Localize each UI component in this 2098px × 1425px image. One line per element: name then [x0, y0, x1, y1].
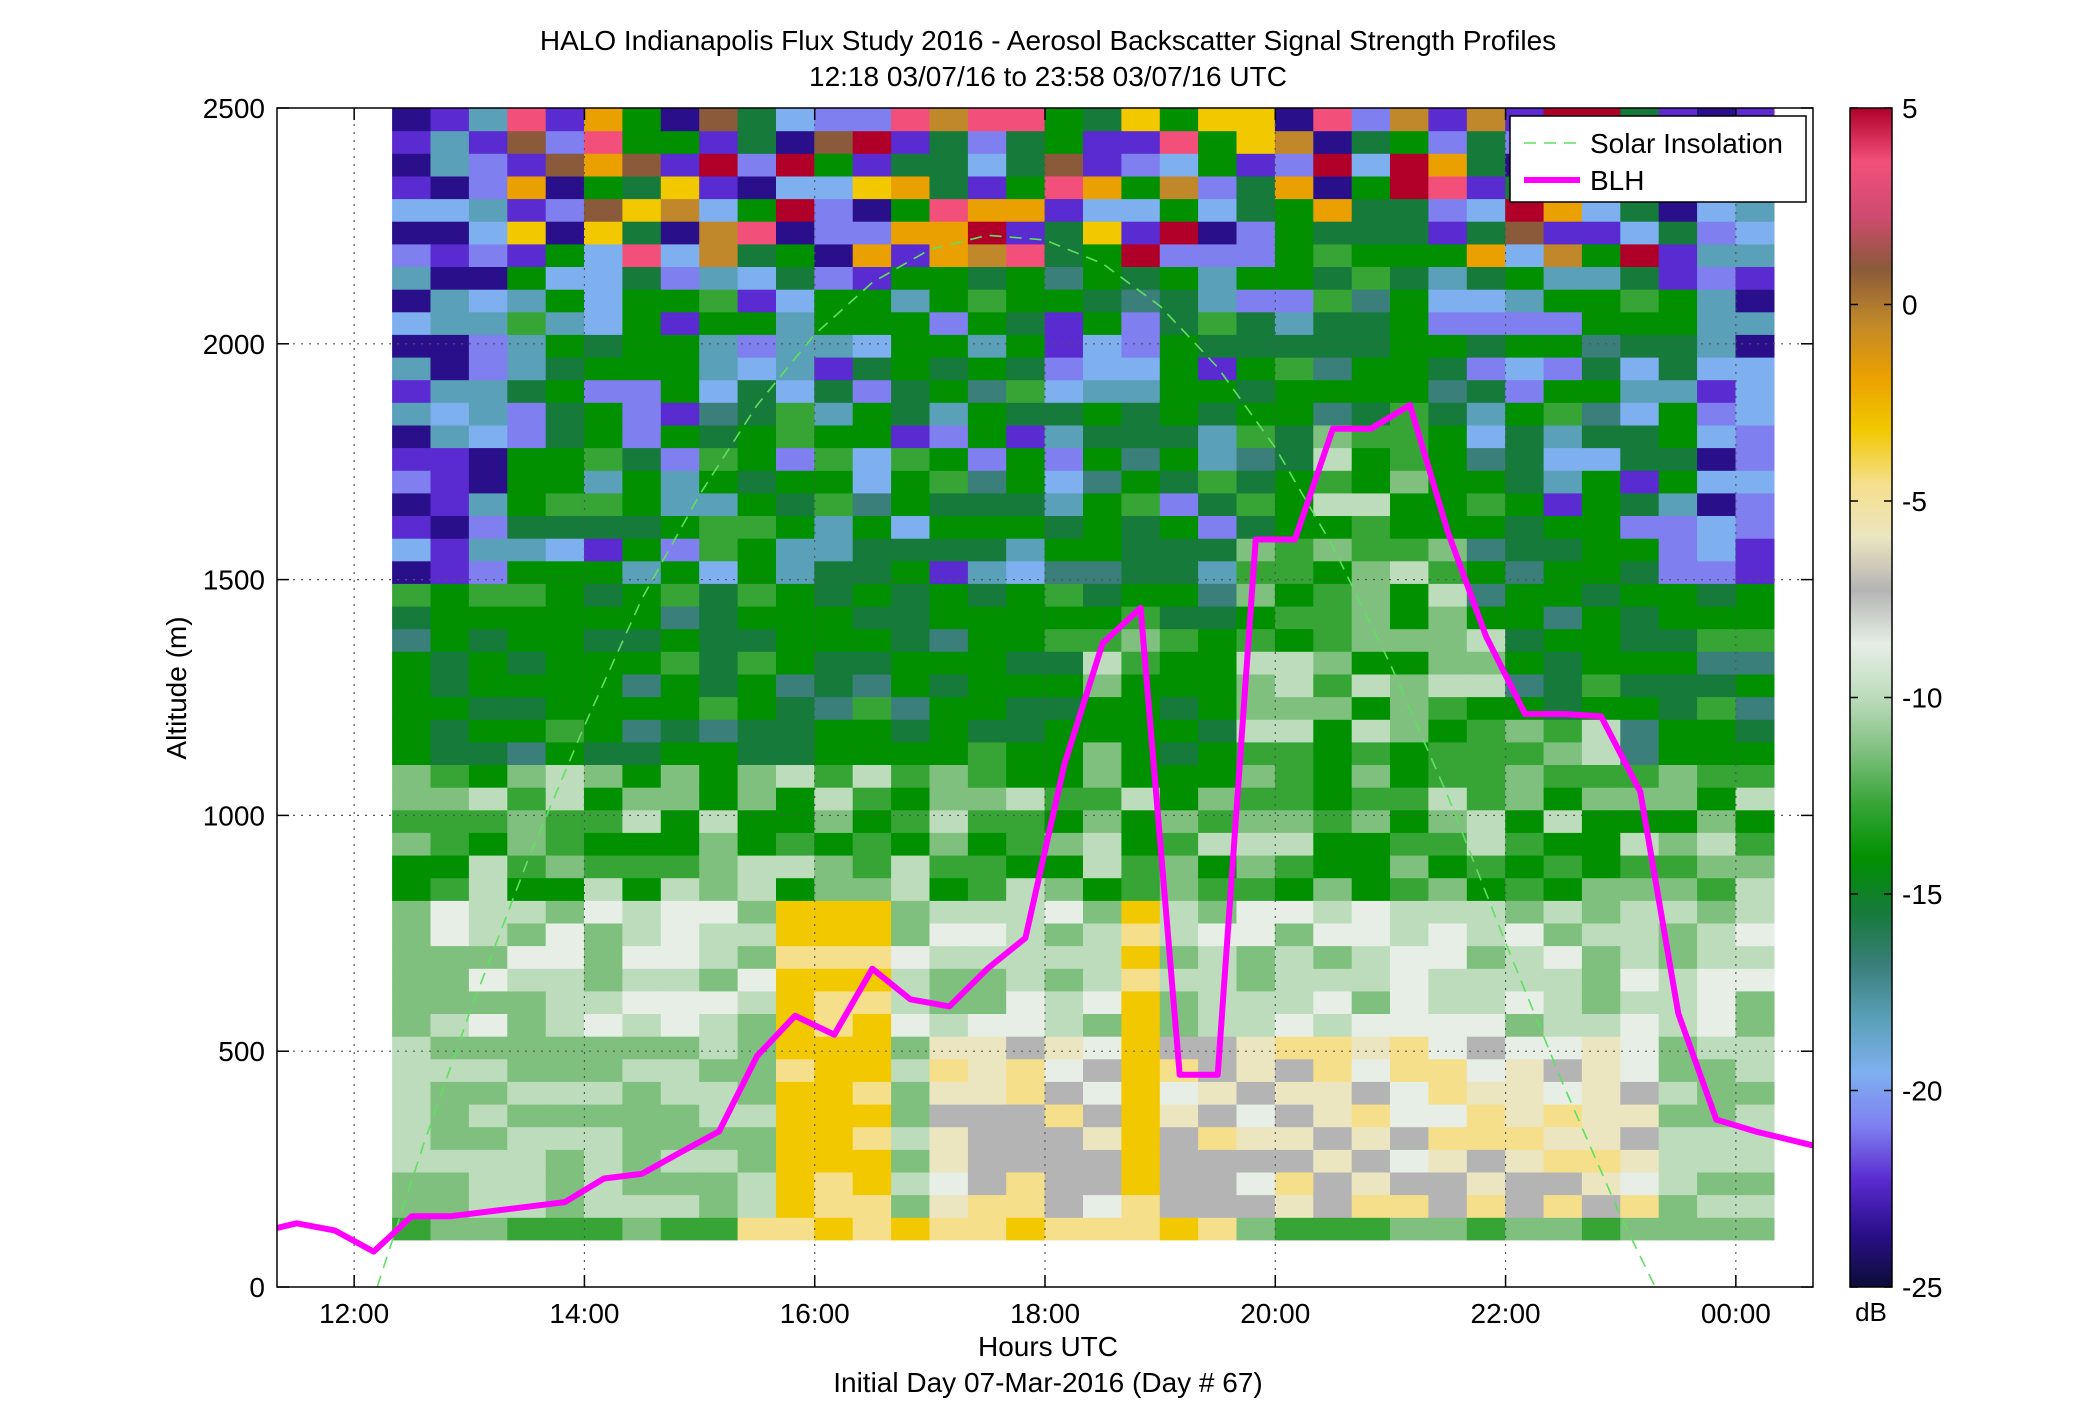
colorbar-tick-label: -15	[1902, 879, 1942, 910]
colorbar-tick-label: 5	[1902, 93, 1918, 124]
y-tick-label: 1500	[203, 565, 265, 596]
x-tick-label: 00:00	[1701, 1298, 1771, 1329]
colorbar-unit-label: dB	[1855, 1297, 1887, 1327]
y-tick-label: 2500	[203, 93, 265, 124]
legend-box	[1509, 115, 1807, 203]
x-tick-label: 12:00	[319, 1298, 389, 1329]
x-axis-sublabel: Initial Day 07-Mar-2016 (Day # 67)	[833, 1367, 1263, 1398]
colorbar-tick-label: -25	[1902, 1272, 1942, 1303]
y-tick-label: 0	[249, 1272, 265, 1303]
colorbar-tick-label: 0	[1902, 290, 1918, 321]
x-tick-label: 16:00	[780, 1298, 850, 1329]
y-tick-label: 1000	[203, 800, 265, 831]
y-axis-label: Altitude (m)	[161, 616, 192, 759]
series-line-blh	[277, 402, 1813, 1255]
x-tick-label: 22:00	[1471, 1298, 1541, 1329]
colorbar-tick-label: -5	[1902, 486, 1927, 517]
series-layer	[277, 234, 1813, 1287]
legend-label-solar-insolation: Solar Insolation	[1590, 128, 1783, 159]
y-tick-label: 500	[218, 1036, 265, 1067]
y-tick-label: 2000	[203, 329, 265, 360]
legend-label-blh: BLH	[1590, 165, 1644, 196]
x-tick-label: 18:00	[1010, 1298, 1080, 1329]
x-tick-label: 14:00	[549, 1298, 619, 1329]
y-axis: 0 500 1000 1500 2000 2500	[203, 93, 1813, 1303]
legend: Solar Insolation BLH	[1509, 115, 1807, 203]
x-axis: 12:00 14:00 16:00 18:00 20:00 22:00 00:00	[319, 108, 1771, 1329]
colorbar: -25 -20 -15 -10 -5 0 5 dB	[1849, 93, 1942, 1327]
colorbar-tick-label: -10	[1902, 683, 1942, 714]
x-axis-label: Hours UTC	[978, 1331, 1118, 1362]
chart-title: HALO Indianapolis Flux Study 2016 - Aero…	[540, 25, 1556, 56]
x-tick-label: 20:00	[1240, 1298, 1310, 1329]
colorbar-tick-label: -20	[1902, 1076, 1942, 1107]
grid-lines	[277, 108, 1813, 1287]
chart-subtitle: 12:18 03/07/16 to 23:58 03/07/16 UTC	[809, 61, 1287, 92]
backscatter-heatmap	[392, 108, 1775, 1241]
